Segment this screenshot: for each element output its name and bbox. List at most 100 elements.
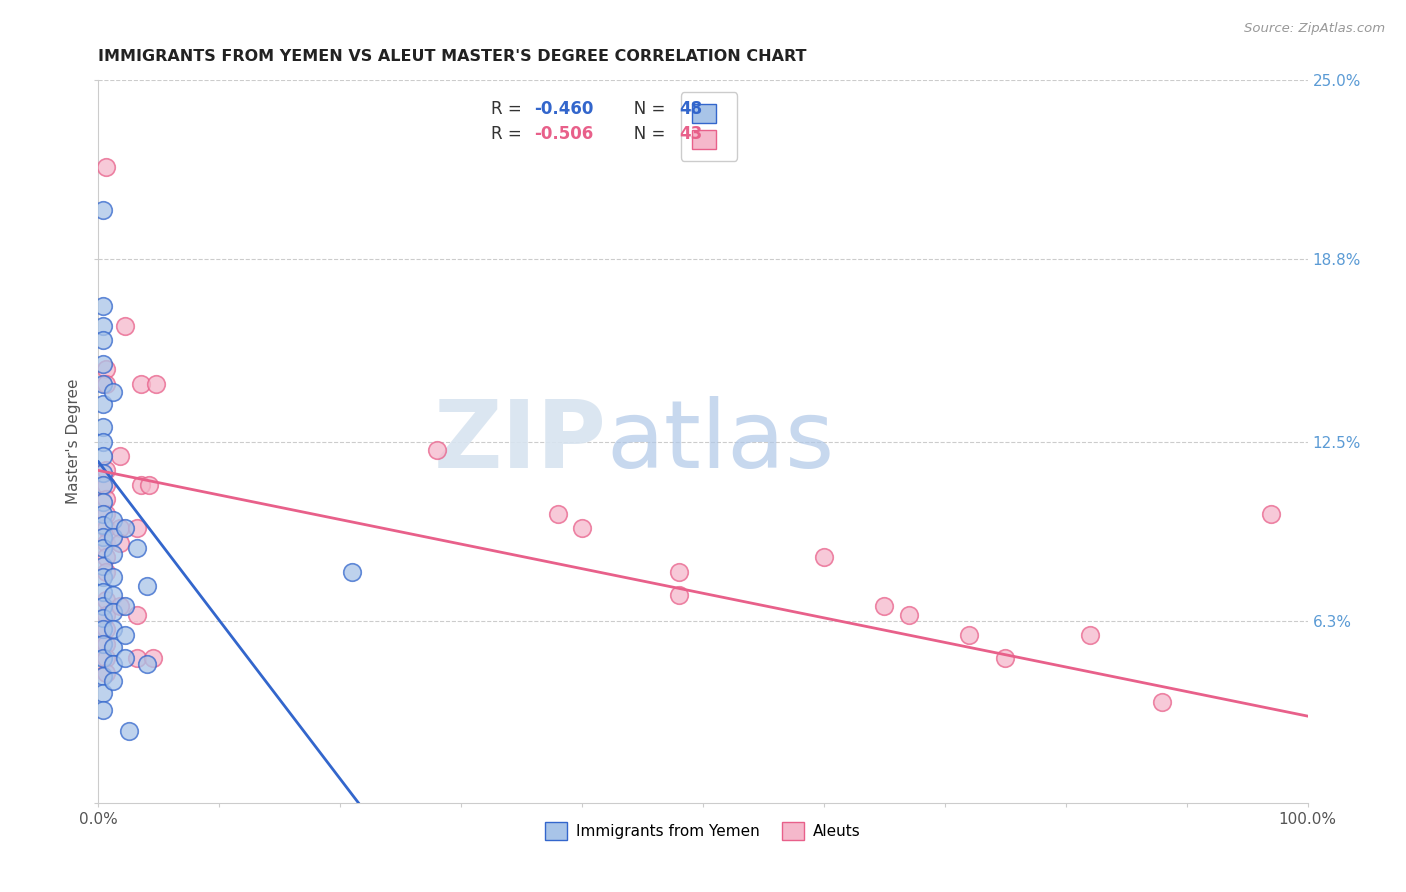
- Point: [101, 588, 124, 602]
- Point: [91, 397, 114, 411]
- Point: [91, 203, 114, 218]
- Point: [94, 362, 117, 376]
- Point: [101, 674, 124, 689]
- Point: [129, 478, 152, 492]
- Point: [114, 318, 136, 333]
- Point: [101, 512, 124, 526]
- Point: [108, 449, 131, 463]
- Point: [118, 723, 141, 738]
- Point: [91, 570, 114, 584]
- Text: atlas: atlas: [606, 395, 835, 488]
- Point: [94, 492, 117, 507]
- Point: [114, 628, 136, 642]
- Point: [91, 530, 114, 544]
- Text: 43: 43: [679, 126, 702, 144]
- Point: [101, 530, 124, 544]
- Point: [101, 547, 124, 561]
- Point: [135, 657, 157, 671]
- Point: [94, 478, 117, 492]
- Point: [91, 668, 114, 682]
- Point: [142, 651, 165, 665]
- Point: [101, 657, 124, 671]
- Point: [91, 518, 114, 533]
- Point: [91, 467, 114, 481]
- Point: [91, 558, 114, 573]
- Point: [94, 665, 117, 680]
- Point: [135, 579, 157, 593]
- Point: [897, 607, 920, 622]
- Point: [91, 449, 114, 463]
- Point: [101, 640, 124, 654]
- Point: [114, 521, 136, 535]
- Point: [127, 541, 149, 556]
- Point: [129, 376, 152, 391]
- Point: [547, 507, 569, 521]
- Point: [94, 651, 117, 665]
- Text: 48: 48: [679, 100, 702, 118]
- Point: [91, 623, 114, 637]
- Point: [91, 637, 114, 651]
- Text: R =: R =: [492, 100, 527, 118]
- Point: [94, 160, 117, 174]
- Point: [1152, 695, 1174, 709]
- Point: [91, 584, 114, 599]
- Point: [91, 599, 114, 614]
- Text: IMMIGRANTS FROM YEMEN VS ALEUT MASTER'S DEGREE CORRELATION CHART: IMMIGRANTS FROM YEMEN VS ALEUT MASTER'S …: [98, 49, 807, 64]
- Point: [101, 605, 124, 619]
- Text: R =: R =: [492, 126, 527, 144]
- Point: [994, 651, 1017, 665]
- Text: ZIP: ZIP: [433, 395, 606, 488]
- Point: [138, 478, 160, 492]
- Point: [668, 565, 690, 579]
- Point: [668, 588, 690, 602]
- Text: -0.506: -0.506: [534, 126, 593, 144]
- Point: [91, 318, 114, 333]
- Point: [91, 376, 114, 391]
- Point: [91, 334, 114, 348]
- Point: [91, 686, 114, 700]
- Point: [108, 521, 131, 535]
- Point: [342, 565, 364, 579]
- Point: [91, 299, 114, 313]
- Point: [91, 507, 114, 521]
- Point: [94, 607, 117, 622]
- Point: [94, 550, 117, 565]
- Point: [91, 420, 114, 434]
- Point: [91, 541, 114, 556]
- Point: [94, 637, 117, 651]
- Point: [127, 651, 149, 665]
- Point: [127, 521, 149, 535]
- Point: [91, 357, 114, 371]
- Point: [127, 607, 149, 622]
- Point: [108, 599, 131, 614]
- Point: [91, 651, 114, 665]
- Point: [873, 599, 896, 614]
- Point: [114, 599, 136, 614]
- Point: [114, 651, 136, 665]
- Text: Source: ZipAtlas.com: Source: ZipAtlas.com: [1244, 22, 1385, 36]
- Y-axis label: Master's Degree: Master's Degree: [66, 379, 82, 504]
- Point: [1078, 628, 1101, 642]
- Point: [426, 443, 449, 458]
- Point: [101, 570, 124, 584]
- Point: [571, 521, 593, 535]
- Point: [94, 623, 117, 637]
- Legend: Immigrants from Yemen, Aleuts: Immigrants from Yemen, Aleuts: [538, 816, 868, 846]
- Point: [91, 611, 114, 625]
- Point: [94, 535, 117, 549]
- Point: [1260, 507, 1282, 521]
- Point: [94, 507, 117, 521]
- Point: [91, 495, 114, 509]
- Point: [91, 478, 114, 492]
- Point: [813, 550, 835, 565]
- Text: -0.460: -0.460: [534, 100, 593, 118]
- Point: [145, 376, 167, 391]
- Point: [101, 623, 124, 637]
- Point: [94, 521, 117, 535]
- Point: [91, 434, 114, 449]
- Point: [94, 376, 117, 391]
- Point: [94, 463, 117, 477]
- Point: [957, 628, 980, 642]
- Point: [91, 703, 114, 717]
- Point: [101, 385, 124, 400]
